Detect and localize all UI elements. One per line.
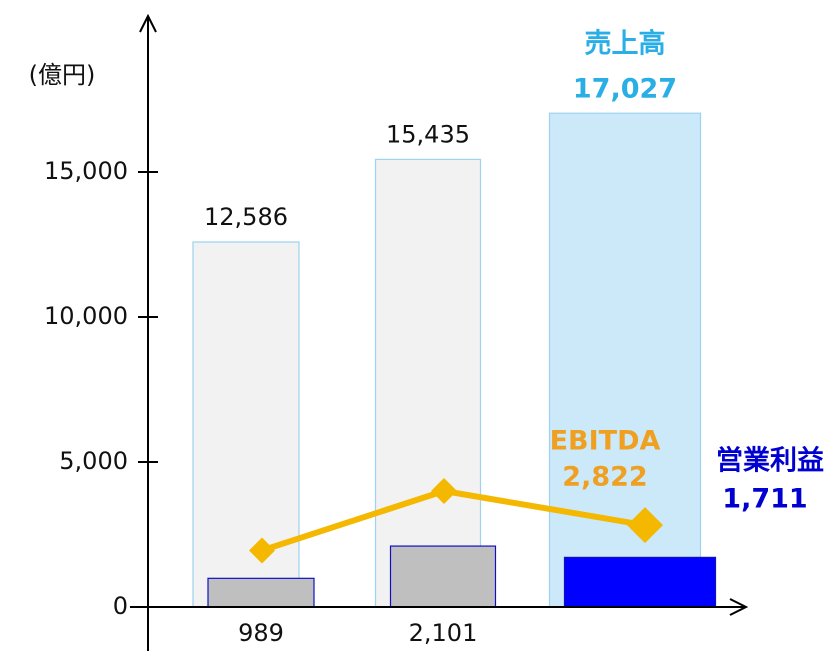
series-name: 売上高 xyxy=(585,28,666,60)
value-label: 17,027 xyxy=(573,74,677,105)
bar xyxy=(207,577,315,608)
series-name: 営業利益 xyxy=(716,445,824,477)
y-axis-label: (億円) xyxy=(29,61,96,89)
bar xyxy=(389,545,497,608)
value-label: 15,435 xyxy=(386,120,470,148)
y-tick-label: 15,000 xyxy=(44,157,128,185)
plot xyxy=(192,112,717,608)
y-tick-label: 0 xyxy=(113,592,128,620)
y-tick-label: 10,000 xyxy=(44,302,128,330)
bar xyxy=(548,112,702,608)
bar xyxy=(374,158,482,608)
value-label: 2,101 xyxy=(409,619,478,647)
marker xyxy=(249,537,275,564)
bar xyxy=(563,556,717,608)
series-name: EBITDA xyxy=(550,426,661,457)
value-label: 1,711 xyxy=(722,484,807,515)
bar xyxy=(192,241,300,608)
value-label: 2,822 xyxy=(562,462,647,493)
marker xyxy=(431,478,457,504)
value-label: 12,586 xyxy=(204,203,288,231)
marker xyxy=(627,507,663,544)
value-label: 989 xyxy=(238,619,284,647)
y-tick-label: 5,000 xyxy=(59,447,128,475)
